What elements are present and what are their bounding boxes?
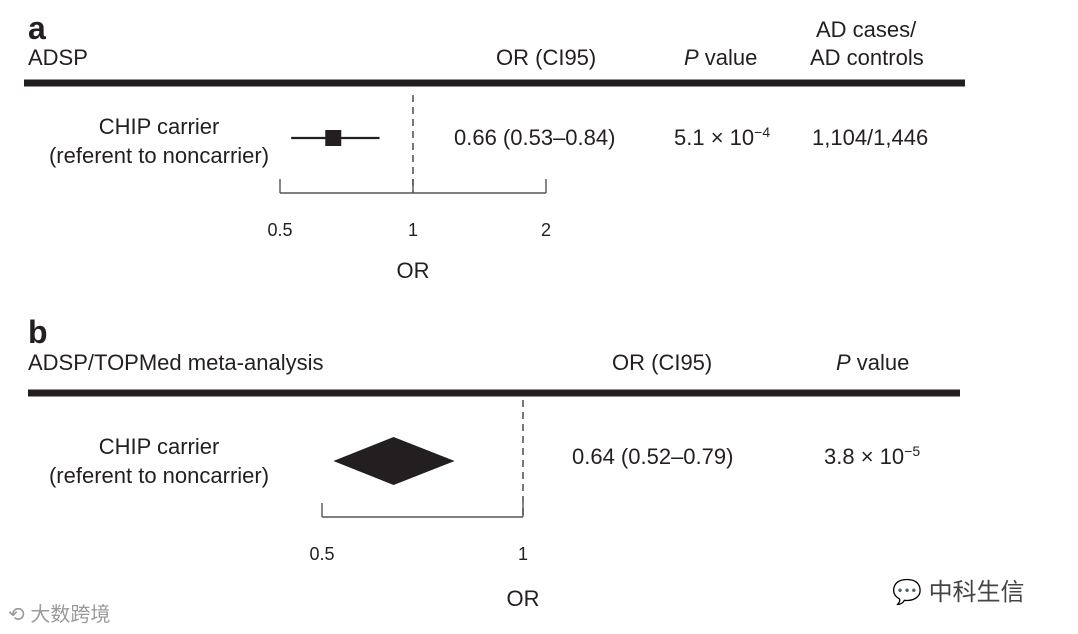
panel-a-x-tick-label-2: 2 [541, 220, 551, 240]
panel-b-p-exponent: −5 [904, 443, 921, 459]
panel-a-p-header: P value [684, 44, 757, 72]
watermark-left-logo-icon: ⟲ [8, 604, 25, 626]
panel-b-p-italic: P [836, 350, 851, 375]
panel-a-p-exponent: −4 [754, 124, 771, 140]
watermark-right-text: 中科生信 [928, 579, 1025, 606]
panel-b-p-header: P value [836, 349, 909, 377]
panel-a-or-header: OR (CI95) [496, 45, 597, 70]
panel-b-or-value: 0.64 (0.52–0.79) [572, 444, 734, 469]
panel-a-p-suffix: value [698, 45, 758, 70]
panel-a-cases-header-line2: AD controls [810, 45, 924, 70]
panel-a-row-label: CHIP carrier (referent to noncarrier) [28, 112, 290, 170]
panel-a-p-mantissa: 5.1 × 10 [674, 125, 755, 150]
wechat-icon: 💬 [892, 579, 922, 606]
panel-a-x-axis-title: OR [397, 258, 430, 283]
panel-b-row-label: CHIP carrier (referent to noncarrier) [28, 432, 290, 490]
panel-b-row-label-line2: (referent to noncarrier) [48, 463, 270, 488]
panel-a-study-label: ADSP [28, 45, 88, 70]
panel-b-x-tick-label-0: 0.5 [309, 544, 334, 564]
panel-a-row-label-line2: (referent to noncarrier) [48, 143, 270, 168]
panel-b-summary-diamond-0 [333, 437, 455, 485]
panel-b-p-value: 3.8 × 10−5 [824, 443, 920, 471]
panel-b-or-header: OR (CI95) [612, 350, 713, 375]
panel-b-study-label: ADSP/TOPMed meta-analysis [28, 350, 324, 375]
panel-b-p-suffix: value [850, 350, 910, 375]
panel-a-cases-value: 1,104/1,446 [812, 125, 929, 150]
panel-b-row-label-line1: CHIP carrier [98, 434, 220, 459]
panel-b-x-tick-label-1: 1 [518, 544, 528, 564]
panel-a-x-tick-label-0: 0.5 [267, 220, 292, 240]
panel-a-letter: a [28, 10, 46, 46]
panel-a-cases-header: AD cases/ AD controls [810, 16, 924, 72]
panel-a-or-value: 0.66 (0.53–0.84) [454, 125, 616, 150]
panel-a-point-estimate-0 [325, 130, 342, 146]
watermark-left: ⟲ 大数跨境 [8, 598, 110, 627]
panel-b-letter: b [28, 314, 48, 350]
panel-a-cases-header-line1: AD cases/ [816, 17, 917, 42]
panel-b-x-axis-title: OR [507, 586, 540, 611]
panel-a-row-label-line1: CHIP carrier [98, 114, 220, 139]
panel-a-p-italic: P [684, 45, 699, 70]
panel-a-p-value: 5.1 × 10−4 [674, 124, 770, 152]
watermark-left-text: 大数跨境 [30, 604, 111, 626]
watermark-right: 💬 中科生信 [892, 572, 1025, 607]
panel-b-p-mantissa: 3.8 × 10 [824, 444, 905, 469]
panel-a-x-tick-label-1: 1 [408, 220, 418, 240]
